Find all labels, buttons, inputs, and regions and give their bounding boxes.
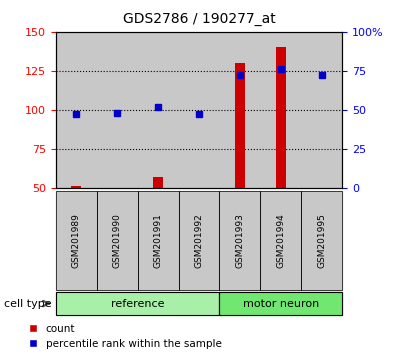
Bar <box>276 47 286 266</box>
Bar <box>260 32 301 188</box>
Legend: count, percentile rank within the sample: count, percentile rank within the sample <box>29 324 222 349</box>
Bar <box>219 32 260 188</box>
Text: GSM201990: GSM201990 <box>113 213 122 268</box>
Bar <box>56 32 97 188</box>
Bar <box>194 188 204 266</box>
Text: GDS2786 / 190277_at: GDS2786 / 190277_at <box>123 12 275 27</box>
Bar <box>153 177 163 266</box>
Bar <box>301 32 342 188</box>
Text: reference: reference <box>111 298 164 309</box>
Bar <box>97 32 138 188</box>
Bar <box>179 32 219 188</box>
Text: GSM201995: GSM201995 <box>317 213 326 268</box>
Text: GSM201994: GSM201994 <box>276 213 285 268</box>
Text: cell type: cell type <box>4 298 52 309</box>
Bar <box>317 188 327 266</box>
Bar <box>138 32 179 188</box>
Bar <box>71 186 81 266</box>
Text: GSM201991: GSM201991 <box>154 213 162 268</box>
Text: GSM201989: GSM201989 <box>72 213 81 268</box>
Bar <box>235 63 245 266</box>
Text: GSM201993: GSM201993 <box>236 213 244 268</box>
Text: GSM201992: GSM201992 <box>195 213 203 268</box>
Bar <box>112 188 122 266</box>
Text: motor neuron: motor neuron <box>243 298 319 309</box>
